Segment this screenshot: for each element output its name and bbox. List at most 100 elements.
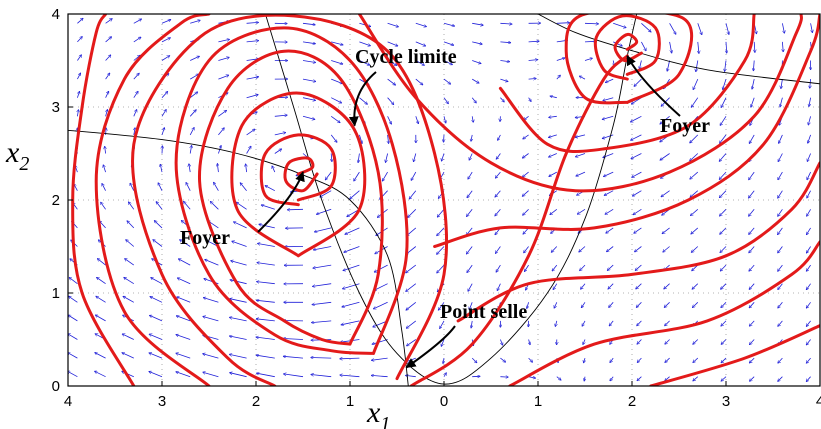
vector-arrow [634,78,642,86]
vector-arrow [528,357,533,362]
vector-arrow [341,320,360,325]
vector-arrow [778,190,783,198]
vector-arrow [218,128,224,136]
trajectory-curve [508,240,820,386]
vector-arrow [406,283,417,292]
y-axis-label: x2 [5,136,29,175]
vector-arrow [749,171,755,180]
vector-arrow [388,134,389,143]
vector-arrow [246,146,251,154]
vector-arrow [584,376,585,381]
vector-arrow [444,373,446,377]
vector-arrow [500,23,511,24]
vector-arrow [151,278,163,285]
vector-arrow [584,58,592,61]
vector-arrow [283,356,304,359]
vector-arrow [691,246,699,253]
x-tick-label: 2 [628,393,636,410]
vector-arrow [579,246,586,252]
vector-arrow [406,301,417,310]
vector-arrow [806,264,811,271]
vector-arrow [133,110,137,117]
vector-arrow [723,78,727,89]
vector-arrow [693,357,699,362]
x-tick-label: 2 [252,393,260,410]
vector-arrow [386,153,388,163]
vector-arrow [469,302,473,309]
vector-arrow [372,357,388,360]
vector-arrow [556,75,561,80]
vector-arrow [523,153,529,159]
vector-arrow [719,153,727,162]
vector-arrow [523,209,529,215]
vector-arrow [471,97,476,103]
vector-arrow [230,336,247,340]
vector-arrow [691,208,699,215]
trajectory-curve [593,14,661,81]
vector-arrow [472,116,473,122]
vector-arrow [315,227,332,232]
vector-arrow [467,190,473,198]
vector-arrow [580,76,586,80]
vector-arrow [631,115,642,122]
vector-arrow [203,317,219,322]
vector-arrow [133,19,142,24]
vector-arrow [443,78,451,84]
vector-arrow [156,202,163,210]
vector-arrow [371,375,388,376]
vector-arrow [374,264,388,272]
annotation-label: Foyer [180,227,230,249]
vector-arrow [606,227,614,233]
vector-arrow [603,97,614,101]
vector-arrow [437,264,445,273]
vector-arrow [693,339,699,345]
vector-arrow [320,190,332,197]
vector-arrow [313,283,332,287]
vector-arrow [190,56,199,61]
vector-arrow [257,373,275,378]
vector-arrow [749,190,755,198]
vector-arrow [556,23,570,24]
vector-arrow [806,302,811,308]
vector-arrow [778,246,783,253]
vector-arrow [240,183,247,191]
vector-arrow [176,353,191,359]
vector-arrow [661,190,670,197]
vector-arrow [443,358,444,363]
vector-arrow [549,153,557,158]
vector-arrow [720,116,727,125]
vector-arrow [150,297,163,303]
vector-arrow [160,164,162,173]
vector-arrow [218,39,229,43]
vector-arrow [311,358,332,359]
vector-arrow [438,302,445,310]
vector-arrow [331,153,332,162]
vector-arrow [725,60,726,72]
vector-arrow [720,209,727,216]
vector-arrow [437,227,445,236]
vector-arrow [68,353,78,359]
vector-arrow [754,41,755,52]
vector-arrow [556,376,561,380]
y-tick-label: 1 [52,285,60,302]
vector-arrow [807,227,811,235]
vector-arrow [634,227,642,233]
vector-arrow [581,302,586,307]
vector-arrow [721,320,727,326]
vector-arrow [808,134,811,143]
vector-arrow [68,334,78,340]
vector-arrow [331,97,341,103]
vector-arrow [778,209,783,216]
vector-arrow [343,264,360,270]
vector-arrow [359,60,369,66]
vector-arrow [496,171,501,178]
vector-arrow [214,182,219,191]
vector-arrow [525,264,529,271]
vector-arrow [312,320,332,323]
vector-arrow [751,97,755,108]
vector-arrow [500,42,510,43]
vector-arrow [149,372,163,378]
vector-arrow [102,184,106,191]
vector-arrow [471,134,472,141]
vector-arrow [189,128,194,136]
